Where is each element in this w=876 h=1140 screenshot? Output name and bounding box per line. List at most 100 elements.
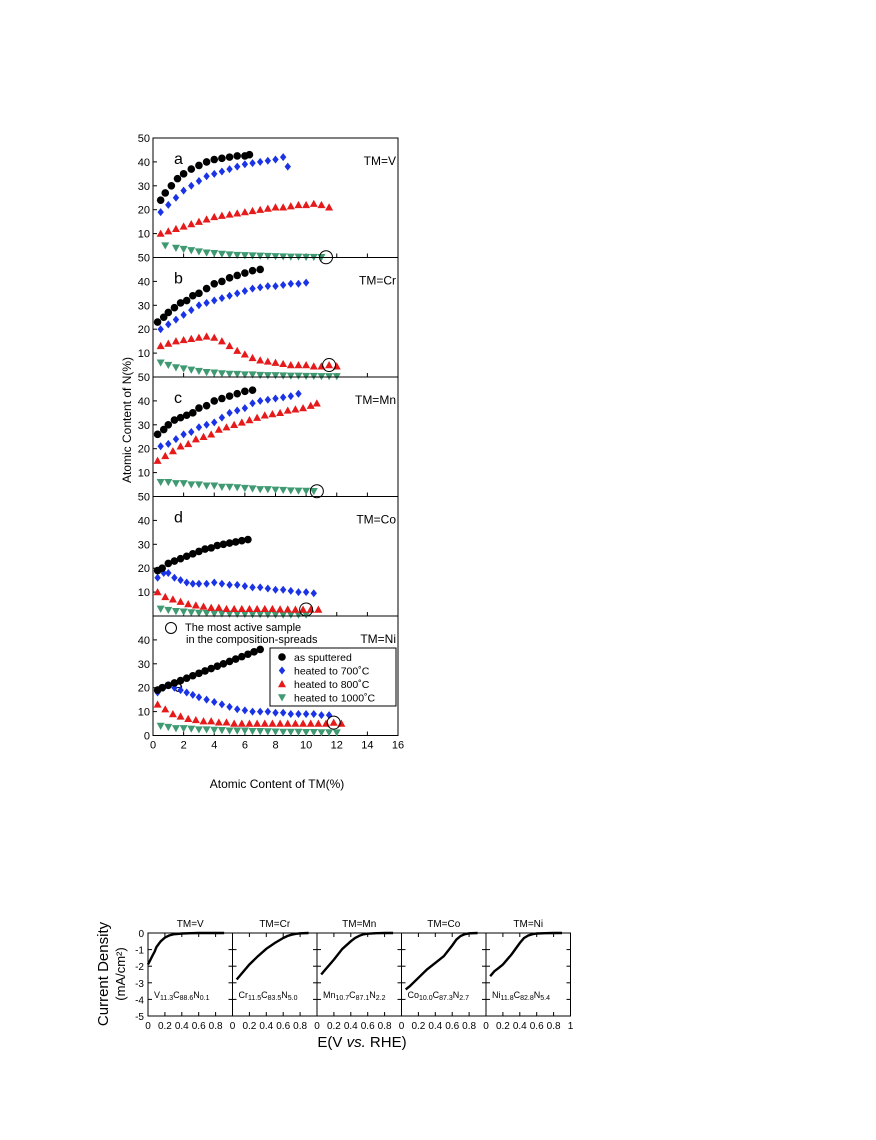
data-point bbox=[189, 579, 197, 588]
data-point bbox=[153, 430, 162, 439]
element-symbol: N bbox=[453, 990, 460, 1000]
data-point bbox=[187, 247, 196, 255]
data-point bbox=[248, 252, 257, 260]
data-point bbox=[240, 484, 249, 493]
x-tick-label: 0.6 bbox=[361, 1021, 375, 1032]
data-point bbox=[226, 165, 233, 174]
data-point bbox=[225, 341, 234, 350]
data-point bbox=[203, 579, 210, 588]
x-tick-label: 0.8 bbox=[378, 1021, 392, 1032]
x-tick-label: 1 bbox=[568, 1021, 574, 1032]
data-point bbox=[260, 719, 269, 727]
data-point bbox=[217, 211, 226, 219]
subscript: 2.2 bbox=[376, 995, 386, 1002]
data-point bbox=[168, 709, 177, 718]
data-point bbox=[279, 253, 288, 261]
data-point bbox=[233, 484, 242, 492]
data-point bbox=[187, 165, 196, 173]
legend-label: as sputtered bbox=[294, 652, 352, 664]
data-point bbox=[234, 162, 241, 171]
data-point bbox=[279, 359, 288, 368]
data-point bbox=[325, 361, 334, 369]
data-point bbox=[158, 564, 166, 572]
data-point bbox=[210, 610, 219, 618]
y-tick-label: 30 bbox=[138, 181, 150, 193]
data-point bbox=[201, 667, 209, 675]
data-point bbox=[219, 660, 228, 668]
data-point bbox=[310, 589, 317, 598]
data-point bbox=[161, 592, 170, 601]
data-point bbox=[241, 387, 249, 396]
x-tick-label: 16 bbox=[392, 740, 404, 752]
data-point bbox=[202, 369, 211, 377]
subscript: 82.8 bbox=[520, 995, 534, 1002]
composition-label: V11.3C88.6N0.1 bbox=[154, 990, 210, 1002]
data-point bbox=[156, 359, 165, 367]
data-point bbox=[210, 726, 219, 735]
data-point bbox=[284, 162, 291, 171]
data-point bbox=[168, 595, 177, 603]
data-point bbox=[256, 486, 265, 494]
data-point bbox=[279, 728, 288, 736]
y-tick-label: 40 bbox=[138, 515, 150, 527]
data-point bbox=[230, 420, 239, 428]
legend-note-line1: The most active sample bbox=[185, 622, 301, 634]
data-point bbox=[272, 282, 279, 291]
polarization-ylabel-line1: Current Density bbox=[95, 921, 112, 1026]
data-point bbox=[238, 652, 246, 661]
data-point bbox=[179, 480, 188, 488]
x-tick-label: 6 bbox=[242, 740, 248, 752]
data-point bbox=[167, 182, 176, 190]
element-symbol: N bbox=[193, 990, 200, 1000]
x-tick-label: 0.2 bbox=[496, 1021, 510, 1032]
panel-e: 0 10 20 30 40 0 2 4 6 8 10 12 14 16 e TM=Ni bbox=[138, 615, 404, 752]
data-point bbox=[210, 333, 219, 341]
data-point bbox=[156, 605, 165, 613]
data-point bbox=[248, 485, 257, 493]
x-tick-label: 0 bbox=[145, 1021, 151, 1032]
y-tick-label: 0 bbox=[138, 929, 144, 940]
data-point bbox=[225, 539, 234, 547]
subscript: 2.7 bbox=[459, 995, 469, 1002]
data-point bbox=[249, 159, 256, 168]
tm-label: TM=V bbox=[364, 154, 396, 168]
data-point bbox=[187, 725, 196, 733]
y-tick-label: 30 bbox=[138, 300, 150, 312]
data-point bbox=[309, 488, 318, 496]
data-point bbox=[214, 718, 223, 726]
legend-label: heated to 800˚C bbox=[294, 679, 370, 691]
data-point bbox=[195, 579, 203, 588]
data-point bbox=[309, 728, 318, 737]
data-point bbox=[157, 208, 164, 217]
data-point bbox=[207, 544, 215, 552]
data-point bbox=[237, 604, 246, 613]
tm-label: TM=Cr bbox=[359, 274, 396, 288]
data-point bbox=[203, 172, 210, 181]
data-point bbox=[240, 371, 249, 379]
data-point bbox=[195, 547, 203, 556]
element-symbol: C bbox=[261, 990, 268, 1000]
data-point bbox=[164, 681, 173, 690]
data-point bbox=[225, 610, 234, 618]
data-point bbox=[214, 603, 223, 611]
data-point bbox=[287, 709, 295, 718]
data-point bbox=[248, 353, 257, 362]
data-point bbox=[306, 719, 315, 727]
data-point bbox=[171, 337, 180, 345]
data-point bbox=[164, 308, 173, 317]
data-point bbox=[225, 210, 234, 218]
data-point bbox=[171, 364, 180, 372]
data-point bbox=[295, 588, 302, 597]
x-tick-label: 0 bbox=[150, 740, 156, 752]
data-point bbox=[171, 244, 180, 252]
data-point bbox=[256, 157, 264, 166]
data-point bbox=[271, 253, 280, 261]
data-point bbox=[263, 728, 272, 736]
data-point bbox=[240, 208, 249, 216]
y-tick-label: 20 bbox=[138, 563, 150, 575]
pol-panel-title: TM=Mn bbox=[342, 919, 376, 930]
data-point bbox=[156, 229, 165, 237]
element-symbol: C bbox=[514, 990, 521, 1000]
legend-label: heated to 700˚C bbox=[294, 666, 370, 678]
